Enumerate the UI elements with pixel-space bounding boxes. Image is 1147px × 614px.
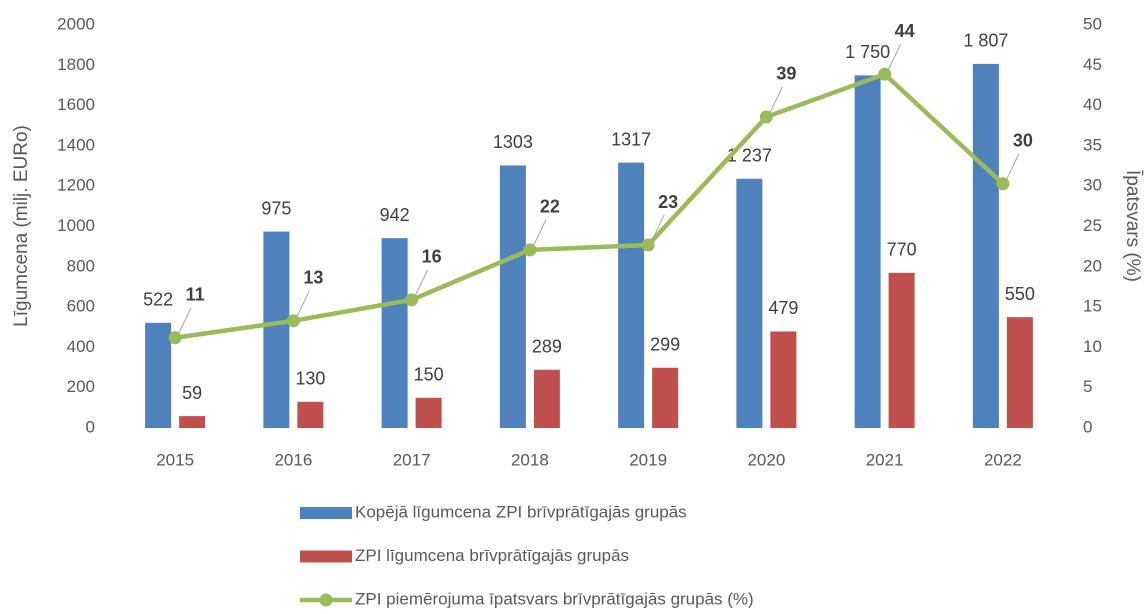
y2-tick-label: 30 bbox=[1083, 176, 1102, 195]
bar bbox=[652, 367, 679, 428]
y2-tick-label: 5 bbox=[1083, 377, 1092, 396]
leader-line bbox=[532, 219, 547, 248]
y-tick-label: 200 bbox=[67, 377, 95, 396]
data-label: 1317 bbox=[611, 129, 651, 149]
data-label: 299 bbox=[650, 335, 680, 355]
data-label: 942 bbox=[380, 205, 410, 225]
y-tick-label: 2000 bbox=[57, 14, 95, 33]
y2-axis-title: Īpatsvars (%) bbox=[1122, 170, 1143, 282]
y2-tick-label: 35 bbox=[1083, 135, 1102, 154]
legend-swatch bbox=[319, 593, 333, 607]
y2-tick-label: 50 bbox=[1083, 14, 1102, 33]
y-tick-label: 0 bbox=[86, 417, 95, 436]
data-label: 479 bbox=[768, 298, 798, 318]
data-label: 522 bbox=[143, 290, 173, 310]
bar bbox=[770, 331, 797, 428]
y-tick-label: 800 bbox=[67, 256, 95, 275]
line-data-label: 44 bbox=[895, 21, 915, 41]
line-marker bbox=[523, 243, 537, 257]
data-label: 1303 bbox=[493, 132, 533, 152]
bar bbox=[179, 416, 206, 428]
x-tick-label: 2019 bbox=[629, 450, 667, 469]
bar bbox=[618, 162, 645, 428]
y-tick-label: 600 bbox=[67, 297, 95, 316]
x-tick-label: 2018 bbox=[511, 450, 549, 469]
bar bbox=[533, 369, 560, 428]
line-data-label: 11 bbox=[186, 284, 205, 304]
y-tick-label: 400 bbox=[67, 337, 95, 356]
y2-tick-label: 10 bbox=[1083, 337, 1102, 356]
legend-label: ZPI piemērojuma īpatsvars brīvprātīgajās… bbox=[355, 589, 754, 608]
y2-tick-label: 25 bbox=[1083, 216, 1102, 235]
y-tick-label: 1000 bbox=[57, 216, 95, 235]
line-marker bbox=[996, 177, 1010, 191]
data-label: 770 bbox=[887, 240, 917, 260]
leader-line bbox=[768, 86, 783, 115]
line-marker bbox=[286, 314, 300, 328]
leader-line bbox=[887, 43, 902, 72]
line-marker bbox=[878, 67, 892, 81]
y-axis-title: Līgumcena (milj. EURo) bbox=[11, 125, 32, 327]
line-data-label: 16 bbox=[422, 247, 442, 267]
bar bbox=[415, 397, 442, 428]
data-label: 550 bbox=[1005, 284, 1035, 304]
x-tick-label: 2021 bbox=[866, 450, 904, 469]
bar bbox=[263, 231, 290, 428]
data-label: 975 bbox=[261, 198, 291, 218]
y2-tick-label: 40 bbox=[1083, 95, 1102, 114]
data-label: 150 bbox=[414, 365, 444, 385]
y-tick-label: 1600 bbox=[57, 95, 95, 114]
bar bbox=[972, 63, 999, 429]
line-data-label: 39 bbox=[776, 64, 796, 84]
data-label: 59 bbox=[182, 383, 202, 403]
x-tick-label: 2016 bbox=[274, 450, 312, 469]
line bbox=[174, 71, 1005, 340]
y2-tick-label: 0 bbox=[1083, 417, 1092, 436]
bar bbox=[297, 401, 324, 428]
legend-swatch bbox=[300, 507, 352, 519]
line-data-label: 30 bbox=[1013, 131, 1033, 151]
line-data-label: 23 bbox=[658, 192, 678, 212]
legend-swatch bbox=[300, 550, 352, 563]
bar bbox=[499, 165, 526, 428]
data-label: 1 750 bbox=[845, 42, 890, 62]
bar bbox=[854, 75, 881, 428]
line-marker bbox=[168, 331, 182, 345]
x-tick-label: 2022 bbox=[984, 450, 1022, 469]
leader-line bbox=[1005, 153, 1020, 181]
bar bbox=[145, 322, 172, 428]
bar bbox=[381, 238, 408, 428]
data-label: 1 807 bbox=[963, 31, 1008, 51]
bar bbox=[1006, 317, 1033, 428]
y2-tick-label: 45 bbox=[1083, 55, 1102, 74]
leader-line bbox=[650, 214, 665, 243]
y2-tick-label: 20 bbox=[1083, 256, 1102, 275]
data-label: 130 bbox=[295, 369, 325, 389]
x-tick-label: 2020 bbox=[747, 450, 785, 469]
y2-tick-label: 15 bbox=[1083, 297, 1102, 316]
leader-line bbox=[295, 290, 310, 319]
legend-label: Kopējā līgumcena ZPI brīvprātīgajās grup… bbox=[355, 502, 687, 521]
y-tick-label: 1800 bbox=[57, 55, 95, 74]
leader-line bbox=[414, 269, 429, 298]
line-marker bbox=[405, 293, 419, 307]
leader-line bbox=[177, 307, 192, 335]
data-label: 289 bbox=[532, 337, 562, 357]
line-data-label: 22 bbox=[540, 197, 560, 217]
y-tick-label: 1200 bbox=[57, 176, 95, 195]
x-tick-label: 2017 bbox=[393, 450, 431, 469]
legend-label: ZPI līgumcena brīvprātīgajās grupās bbox=[355, 546, 629, 565]
line-marker bbox=[759, 110, 773, 124]
x-tick-label: 2015 bbox=[156, 450, 194, 469]
bar bbox=[888, 272, 915, 428]
line-data-label: 13 bbox=[303, 268, 323, 288]
y-tick-label: 1400 bbox=[57, 135, 95, 154]
line-marker bbox=[641, 238, 655, 252]
bar bbox=[736, 178, 763, 428]
